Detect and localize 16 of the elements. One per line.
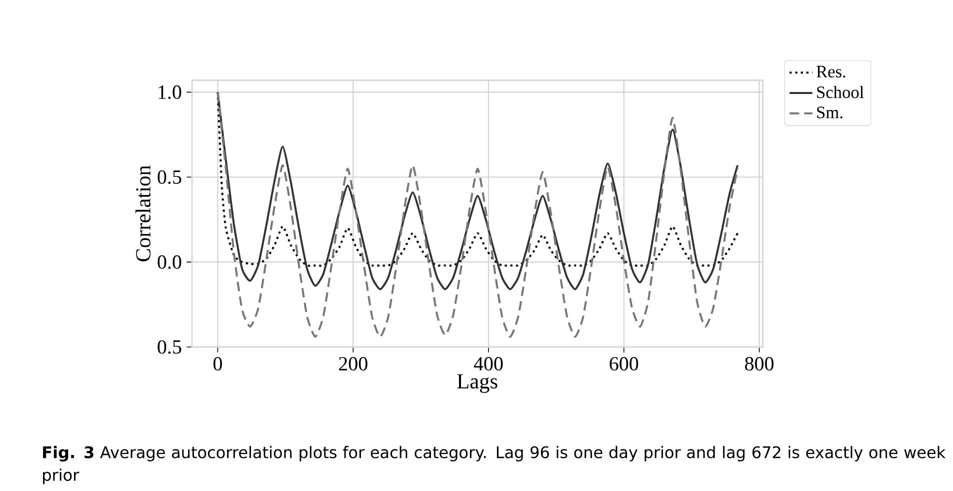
- x-tick-label: 200: [338, 357, 368, 371]
- x-tick-label: 400: [474, 357, 503, 371]
- x-tick-label: 800: [745, 357, 774, 371]
- y-axis-title: Correlation: [135, 165, 150, 262]
- y-tick-label: 0.0: [158, 255, 182, 269]
- text: Fig. 3 Average autocorrelation plots for each category. Lag 96 is one day prior and lag 672 is exactly one week prior: [43, 446, 946, 484]
- line-series: [216, 91, 739, 338]
- y-tick-label: 0.5: [158, 170, 182, 184]
- y-tick-label: 0.5: [158, 340, 182, 354]
- x-tick-label: 600: [610, 357, 638, 371]
- x-tick-label: 0: [213, 357, 222, 371]
- legend-label: Sm.: [817, 106, 842, 118]
- y-tick-label: 1.0: [158, 85, 182, 100]
- x-axis-title: Lags: [457, 374, 498, 393]
- legend-label: School: [817, 86, 864, 98]
- legend-label: Res.: [816, 66, 846, 78]
